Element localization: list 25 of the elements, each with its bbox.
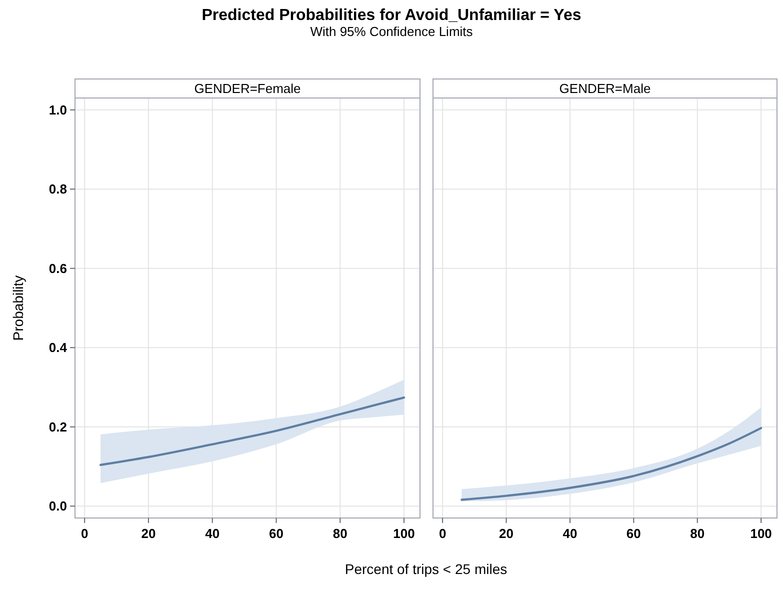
text: GENDER=Female (194, 81, 301, 96)
line-series (99, 396, 406, 466)
y-tick-label: 0.8 (48, 182, 67, 197)
x-tick-label: 80 (332, 526, 348, 541)
y-tick-label: 0.2 (48, 419, 67, 434)
y-tick-label: 1.0 (48, 102, 67, 118)
y-tick-label: 0.6 (48, 260, 67, 276)
x-tick-label: 40 (205, 526, 220, 541)
y-tick-label: 0.4 (48, 340, 68, 356)
x-tick-label: 0 (438, 526, 446, 541)
text: GENDER=Male (559, 81, 651, 96)
x-tick-label: 40 (562, 526, 578, 541)
x-tick-label: 0 (80, 526, 88, 541)
x-tick-label: 60 (269, 526, 284, 541)
x-tick-label: 60 (626, 526, 641, 541)
chart-title: Predicted Probabilities for Avoid_Unfamiliar = Yes (202, 7, 582, 24)
y-axis-title: Probability (10, 275, 26, 341)
x-tick-label: 80 (690, 526, 705, 541)
x-tick-label: 100 (750, 526, 772, 541)
chart-subtitle: With 95% Confidence Limits (310, 24, 474, 39)
x-tick-label: 100 (393, 526, 415, 541)
x-tick-label: 20 (141, 526, 156, 541)
x-axis-title: Percent of trips < 25 miles (344, 561, 508, 577)
y-tick-label: 0.0 (48, 498, 67, 514)
x-tick-label: 20 (499, 526, 514, 541)
